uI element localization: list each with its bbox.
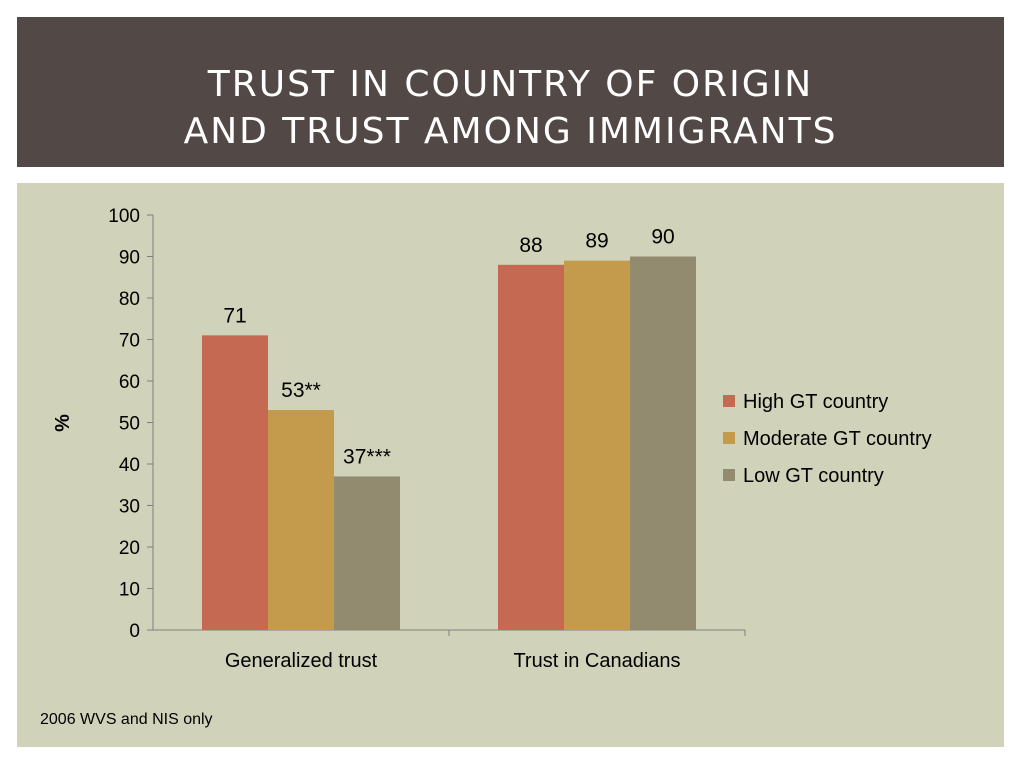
legend-swatch bbox=[723, 395, 735, 407]
title-band: TRUST IN COUNTRY OF ORIGIN AND TRUST AMO… bbox=[17, 17, 1004, 167]
slide-title-line-1: TRUST IN COUNTRY OF ORIGIN bbox=[207, 64, 814, 105]
y-tick-label: 40 bbox=[119, 455, 140, 476]
bar-chart: 0 10 20 30 40 50 60 70 80 90 100% 71 53** 37*** Genera… bbox=[52, 206, 932, 672]
data-label: 90 bbox=[651, 226, 674, 249]
legend-swatch bbox=[723, 432, 735, 444]
y-tick-label: 50 bbox=[119, 414, 140, 435]
chart-panel: 0 10 20 30 40 50 60 70 80 90 100% 71 53** 37*** Genera… bbox=[17, 183, 1004, 747]
data-label: 88 bbox=[519, 234, 542, 257]
y-tick-label: 10 bbox=[119, 580, 140, 601]
legend-label: High GT country bbox=[743, 391, 888, 413]
y-axis-title: % bbox=[52, 414, 74, 432]
bar bbox=[630, 256, 696, 630]
bar bbox=[564, 260, 630, 630]
slide-title: TRUST IN COUNTRY OF ORIGIN AND TRUST AMO… bbox=[17, 61, 1004, 155]
data-label: 53** bbox=[281, 379, 321, 402]
bar bbox=[268, 410, 334, 630]
legend-label: Low GT country bbox=[743, 465, 884, 487]
y-tick-label: 30 bbox=[119, 497, 140, 518]
y-tick-label: 70 bbox=[119, 331, 140, 352]
data-label: 89 bbox=[585, 230, 608, 253]
x-category-label: Trust in Canadians bbox=[513, 650, 680, 672]
bar bbox=[334, 476, 400, 630]
data-label: 37*** bbox=[343, 445, 391, 468]
y-tick-label: 90 bbox=[119, 248, 140, 269]
y-tick-label: 60 bbox=[119, 372, 140, 393]
bar bbox=[498, 264, 564, 630]
data-label: 71 bbox=[223, 304, 246, 327]
y-tick-label: 100 bbox=[108, 206, 140, 227]
y-tick-label: 20 bbox=[119, 538, 140, 559]
slide-title-line-2: AND TRUST AMONG IMMIGRANTS bbox=[183, 111, 838, 152]
y-tick-label: 80 bbox=[119, 289, 140, 310]
legend-swatch bbox=[723, 469, 735, 481]
footnote: 2006 WVS and NIS only bbox=[40, 711, 213, 728]
legend-label: Moderate GT country bbox=[743, 428, 932, 450]
bar bbox=[202, 335, 268, 630]
y-tick-label: 0 bbox=[129, 621, 140, 642]
x-category-label: Generalized trust bbox=[225, 650, 378, 672]
